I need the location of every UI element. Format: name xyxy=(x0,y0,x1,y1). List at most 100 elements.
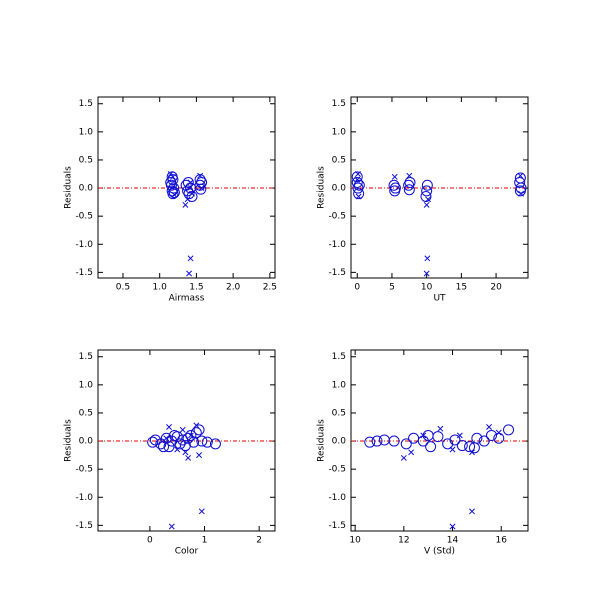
plot-frame xyxy=(350,349,529,532)
x-marker xyxy=(174,446,181,453)
circle-marker xyxy=(167,188,179,200)
x-marker xyxy=(184,196,191,203)
y-tick-label: 0.5 xyxy=(332,155,346,165)
circle-marker xyxy=(514,176,526,188)
x-marker xyxy=(187,179,194,186)
circle-marker xyxy=(185,429,197,441)
x-marker xyxy=(495,429,502,436)
y-tick-label: 1.5 xyxy=(332,352,346,362)
x-marker xyxy=(187,255,194,262)
x-marker xyxy=(456,432,463,439)
circle-marker xyxy=(160,432,172,444)
x-marker xyxy=(193,422,200,429)
x-marker xyxy=(171,191,178,198)
x-marker xyxy=(469,449,475,456)
circle-marker xyxy=(353,179,365,191)
circle-marker xyxy=(408,432,420,444)
x-tick-label: 12 xyxy=(398,536,409,546)
circle-marker xyxy=(389,182,401,194)
circle-marker xyxy=(168,182,180,194)
circle-marker xyxy=(404,176,416,188)
x-axis-label: Airmass xyxy=(169,294,205,304)
x-marker xyxy=(518,190,525,197)
plot-frame xyxy=(97,349,276,532)
y-tick-label: -1.0 xyxy=(328,240,346,250)
x-marker xyxy=(354,176,361,183)
circle-marker xyxy=(166,171,178,183)
circle-marker xyxy=(183,188,195,200)
x-marker xyxy=(196,452,203,459)
y-tick-label: 0.5 xyxy=(332,408,346,418)
x-marker xyxy=(198,508,205,515)
circle-marker xyxy=(196,435,208,447)
circle-marker xyxy=(420,190,432,202)
x-tick-label: 2 xyxy=(256,536,262,546)
y-tick-label: 1.5 xyxy=(79,99,93,109)
x-marker xyxy=(182,449,189,456)
circle-marker xyxy=(168,187,180,199)
y-tick-label: 1.5 xyxy=(332,99,346,109)
y-tick-label: 1.0 xyxy=(79,380,94,390)
x-marker xyxy=(166,424,172,430)
circle-marker xyxy=(503,424,515,436)
y-tick-label: 0.5 xyxy=(79,408,93,418)
x-tick-label: 1 xyxy=(202,536,208,546)
x-marker xyxy=(423,201,430,208)
y-axis-label: Residuals xyxy=(317,419,327,462)
x-marker xyxy=(182,201,189,208)
circle-marker xyxy=(464,441,476,453)
y-tick-label: 1.0 xyxy=(79,127,94,137)
circle-marker xyxy=(163,441,175,453)
circle-marker xyxy=(209,438,221,450)
y-tick-label: 1.5 xyxy=(79,352,93,362)
circle-marker xyxy=(468,442,480,454)
y-tick-label: -0.5 xyxy=(328,465,346,475)
x-marker xyxy=(197,172,204,179)
x-marker xyxy=(391,173,398,180)
y-tick-label: 0.0 xyxy=(79,437,94,447)
y-tick-label: -1.5 xyxy=(75,521,93,531)
circle-marker xyxy=(421,185,433,197)
y-tick-label: -1.5 xyxy=(328,268,346,278)
circle-marker xyxy=(378,434,390,446)
x-tick-label: 0 xyxy=(147,536,153,546)
x-marker xyxy=(354,171,361,177)
circle-marker xyxy=(182,176,194,188)
x-marker xyxy=(449,523,456,530)
y-tick-label: -0.5 xyxy=(75,212,93,222)
x-axis-label: UT xyxy=(433,294,446,304)
circle-marker xyxy=(193,424,205,436)
x-marker xyxy=(469,508,475,515)
x-marker xyxy=(168,523,175,530)
circle-marker xyxy=(149,434,161,446)
x-tick-label: 10 xyxy=(349,536,361,546)
x-axis-label: Color xyxy=(175,547,199,557)
x-marker xyxy=(185,454,192,461)
circle-marker xyxy=(425,441,437,453)
x-tick-label: 0 xyxy=(354,283,360,293)
circle-marker xyxy=(478,435,490,447)
circle-marker xyxy=(456,440,468,452)
circle-marker xyxy=(351,171,363,183)
x-marker xyxy=(406,172,413,179)
x-tick-label: 10 xyxy=(421,283,433,293)
circle-marker xyxy=(388,435,400,447)
x-marker xyxy=(425,196,432,203)
circle-marker xyxy=(351,176,363,188)
x-axis-label: V (Std) xyxy=(424,547,455,557)
x-marker xyxy=(355,193,362,200)
x-marker xyxy=(163,435,170,442)
x-tick-label: 1.0 xyxy=(153,283,168,293)
circle-marker xyxy=(165,179,177,191)
circle-marker xyxy=(186,190,198,202)
y-tick-label: 0.0 xyxy=(79,184,94,194)
y-tick-label: 0.0 xyxy=(332,184,347,194)
y-tick-label: -1.0 xyxy=(75,240,93,250)
y-tick-label: 1.0 xyxy=(332,127,347,137)
y-axis-label: Residuals xyxy=(64,419,74,462)
x-marker xyxy=(517,172,524,179)
x-tick-label: 20 xyxy=(490,283,502,293)
x-marker xyxy=(420,432,427,439)
